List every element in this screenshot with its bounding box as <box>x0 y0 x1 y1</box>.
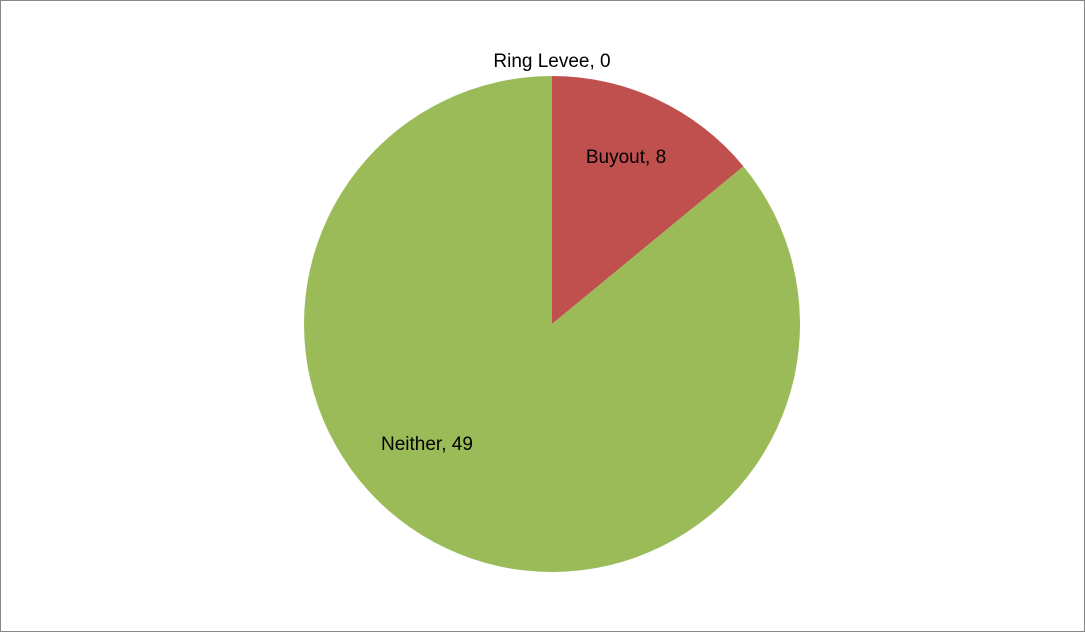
data-label-buyout: Buyout, 8 <box>586 147 666 168</box>
pie-slice-buyout <box>552 76 744 324</box>
pie-slices <box>303 76 800 572</box>
data-label-ring-levee: Ring Levee, 0 <box>493 51 610 72</box>
data-label-neither: Neither, 49 <box>381 434 473 455</box>
pie-slice-neither <box>303 76 800 572</box>
pie-data-labels: Ring Levee, 0 Buyout, 8 Neither, 49 <box>381 51 666 455</box>
